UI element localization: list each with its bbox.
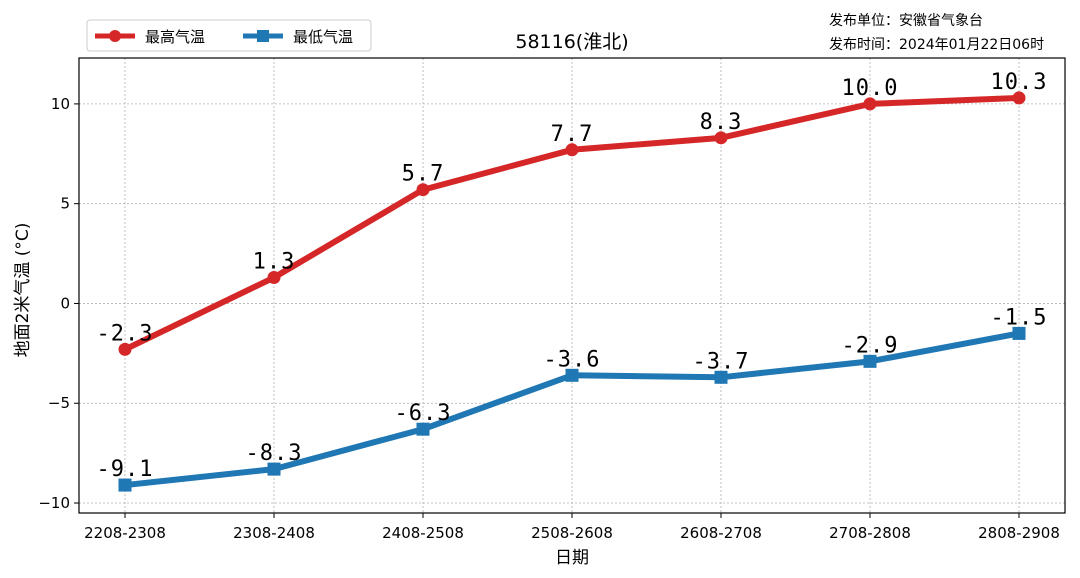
min-temp-point (1012, 326, 1026, 340)
min-temp-point (416, 422, 430, 436)
max-temp-point (118, 342, 132, 356)
legend-box (86, 19, 372, 52)
min-temp-point (267, 462, 281, 476)
max-temp-point (416, 183, 430, 197)
x-axis-label: 日期 (555, 548, 589, 568)
legend-min-marker (257, 30, 269, 42)
y-tick-label: 0 (60, 294, 70, 312)
min-temp-data-label: -9.1 (97, 457, 154, 482)
chart-title: 58116(淮北) (515, 31, 628, 53)
min-temp-point (565, 368, 579, 382)
ticks-layer: 2208-2308 2308-2408 2408-2508 2508-2608 2608… (38, 95, 1060, 542)
x-tick-label: 2808-2908 (978, 524, 1060, 542)
min-temp-point (714, 370, 728, 384)
max-temp-point (565, 143, 579, 157)
legend: 最高气温 最低气温 (86, 19, 372, 52)
min-temp-data-label: -3.7 (693, 349, 750, 374)
x-tick-label: 2408-2508 (382, 524, 464, 542)
min-temp-data-label: -2.9 (842, 333, 899, 358)
min-temp-data-label: -1.5 (991, 305, 1048, 330)
y-tick-label: −10 (38, 494, 70, 512)
max-temp-point (714, 131, 728, 145)
series-layer (118, 91, 1026, 492)
y-tick-label: −5 (48, 394, 70, 412)
max-temp-point (863, 97, 877, 111)
max-temp-data-label: 1.3 (253, 250, 296, 275)
publish-time-text: 发布时间：2024年01月22日06时 (829, 37, 1044, 53)
data-labels-layer: -2.3 1.3 5.7 7.7 8.3 10.0 10.3 -9.1 -8.3 -6.3 -3.6… (97, 70, 1048, 482)
x-tick-label: 2208-2308 (84, 524, 166, 542)
max-temp-data-label: 7.7 (551, 122, 594, 147)
x-tick-label: 2508-2608 (531, 524, 613, 542)
max-temp-data-label: 10.3 (991, 70, 1048, 95)
publisher-text: 发布单位：安徽省气象台 (829, 13, 983, 29)
min-temp-data-label: -3.6 (544, 347, 601, 372)
min-temp-data-label: -6.3 (395, 401, 452, 426)
y-tick-label: 10 (51, 95, 70, 113)
max-temp-point (267, 271, 281, 285)
min-temp-data-label: -8.3 (246, 441, 303, 466)
min-temp-point (863, 354, 877, 368)
max-temp-data-label: 5.7 (402, 162, 445, 187)
min-temp-point (118, 478, 132, 492)
max-temp-point (1012, 91, 1026, 105)
y-axis-label: 地面2米气温 (°C) (13, 223, 33, 358)
legend-max-label: 最高气温 (145, 28, 205, 46)
max-temp-data-label: 10.0 (842, 76, 899, 101)
y-tick-label: 5 (60, 195, 70, 213)
x-tick-label: 2708-2808 (829, 524, 911, 542)
legend-max-marker (109, 30, 121, 42)
legend-min-label: 最低气温 (293, 28, 353, 46)
max-temp-data-label: 8.3 (700, 110, 743, 135)
x-tick-label: 2308-2408 (233, 524, 315, 542)
grid-layer (79, 58, 1065, 513)
max-temp-data-label: -2.3 (97, 321, 154, 346)
x-tick-label: 2608-2708 (680, 524, 762, 542)
